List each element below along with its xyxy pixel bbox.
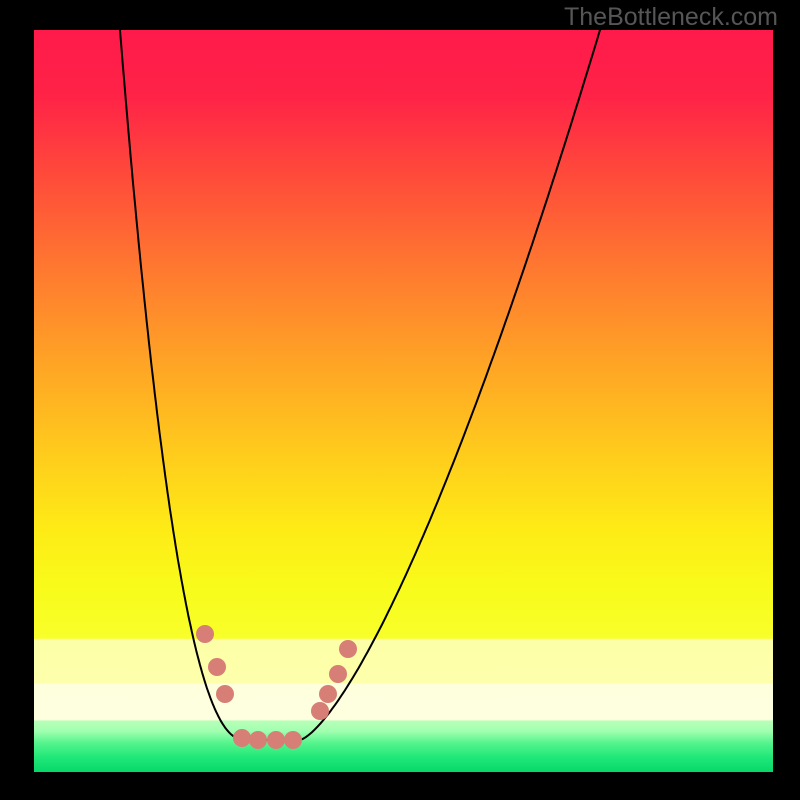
curve-marker	[208, 658, 226, 676]
curve-overlay	[0, 0, 800, 800]
curve-marker	[284, 731, 302, 749]
curve-marker	[216, 685, 234, 703]
curve-marker	[233, 729, 251, 747]
watermark-text: TheBottleneck.com	[564, 3, 778, 32]
curve-marker	[311, 702, 329, 720]
chart-container: TheBottleneck.com	[0, 0, 800, 800]
curve-markers	[196, 625, 357, 749]
curve-marker	[249, 731, 267, 749]
bottleneck-curve	[60, 0, 770, 740]
curve-marker	[267, 731, 285, 749]
curve-marker	[339, 640, 357, 658]
curve-marker	[196, 625, 214, 643]
curve-marker	[329, 665, 347, 683]
curve-marker	[319, 685, 337, 703]
